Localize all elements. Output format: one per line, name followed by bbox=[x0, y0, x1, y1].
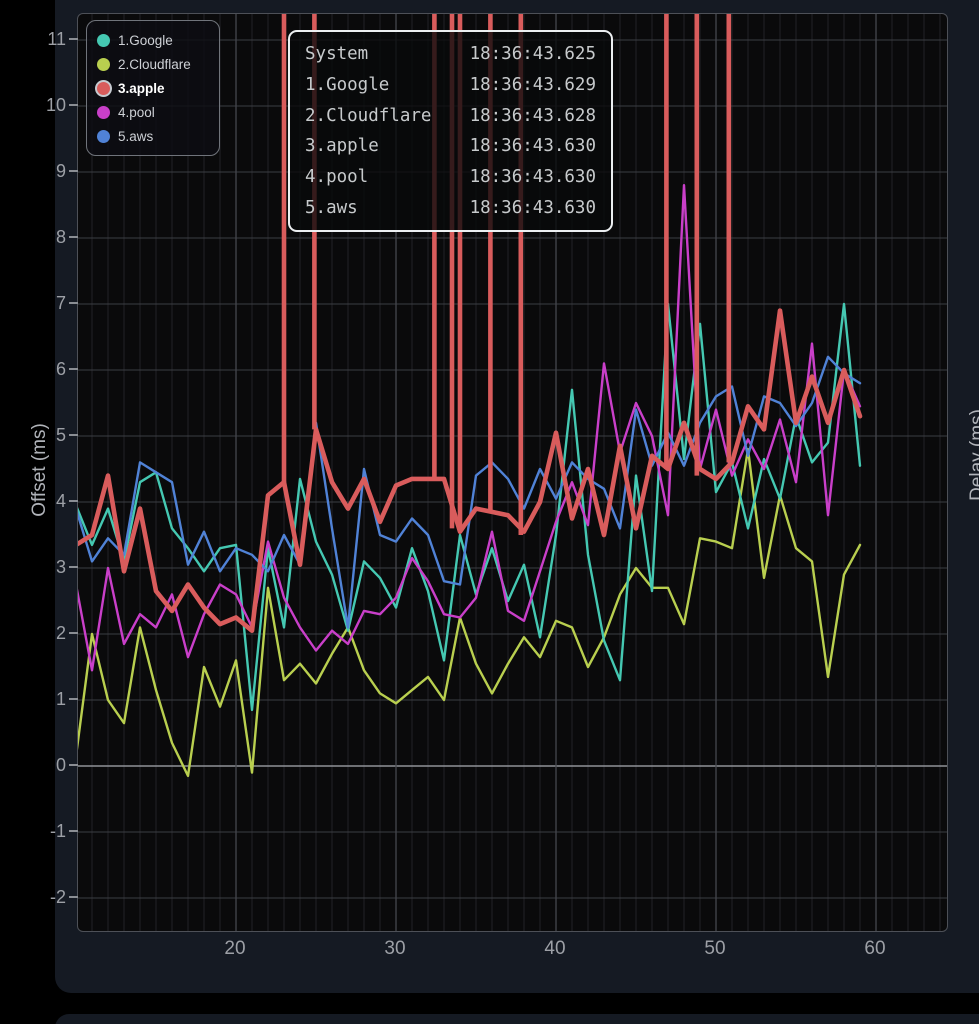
y-tick-mark bbox=[69, 38, 78, 40]
legend-item-pool[interactable]: 4.pool bbox=[97, 100, 209, 124]
legend-swatch-icon bbox=[97, 33, 110, 47]
y-tick-mark bbox=[69, 434, 78, 436]
tooltip-time-value: 18:36:43.628 bbox=[469, 105, 596, 126]
y-tick-mark bbox=[69, 830, 78, 832]
series-line-apple bbox=[78, 308, 863, 634]
x-tick-label: 20 bbox=[224, 938, 246, 959]
y-tick-mark bbox=[69, 500, 78, 502]
legend-item-google[interactable]: 1.Google bbox=[97, 28, 209, 52]
y-tick-label: -2 bbox=[49, 887, 66, 907]
legend-swatch-icon bbox=[97, 57, 110, 71]
y-tick-label: 7 bbox=[55, 293, 66, 313]
y-tick-mark bbox=[69, 170, 78, 172]
x-tick-label: 40 bbox=[544, 938, 566, 959]
legend-item-label: 3.apple bbox=[118, 80, 165, 96]
tooltip-time-value: 18:36:43.630 bbox=[469, 166, 596, 187]
y-tick-label: 8 bbox=[55, 227, 66, 247]
y-tick-mark bbox=[69, 368, 78, 370]
tooltip-row: 4.pool 18:36:43.630 bbox=[305, 167, 596, 187]
y-tick-label: -1 bbox=[49, 821, 66, 841]
next-card-edge bbox=[55, 1014, 979, 1024]
y-tick-mark bbox=[69, 764, 78, 766]
tooltip-row: 3.apple 18:36:43.630 bbox=[305, 136, 596, 156]
tooltip-row: 5.aws 18:36:43.630 bbox=[305, 198, 596, 218]
legend-item-label: 4.pool bbox=[118, 104, 155, 120]
legend-item-apple[interactable]: 3.apple bbox=[97, 76, 209, 100]
y-tick-label: 10 bbox=[45, 95, 66, 115]
tooltip-row: 1.Google 18:36:43.629 bbox=[305, 75, 596, 95]
tooltip-time-value: 18:36:43.629 bbox=[469, 74, 596, 95]
series-line-google bbox=[78, 302, 862, 712]
tooltip-time-value: 18:36:43.630 bbox=[469, 136, 596, 157]
tooltip-time-value: 18:36:43.625 bbox=[469, 44, 596, 65]
tooltip-time-value: 18:36:43.630 bbox=[469, 197, 596, 218]
legend-swatch-icon bbox=[97, 81, 110, 95]
tooltip-source-name: 2.Cloudflare bbox=[305, 105, 432, 126]
y-tick-mark bbox=[69, 896, 78, 898]
y-tick-label: 1 bbox=[55, 689, 66, 709]
legend-item-cloudflare[interactable]: 2.Cloudflare bbox=[97, 52, 209, 76]
y-tick-mark bbox=[69, 698, 78, 700]
legend: 1.Google 2.Cloudflare 3.apple 4.pool 5.aws bbox=[86, 20, 220, 156]
tooltip: System 18:36:43.625 1.Google 18:36:43.629 2.… bbox=[288, 30, 613, 232]
legend-item-aws[interactable]: 5.aws bbox=[97, 124, 209, 148]
x-tick-label: 50 bbox=[704, 938, 726, 959]
y-tick-label: 0 bbox=[55, 755, 66, 775]
series-line-cloudflare bbox=[78, 448, 862, 778]
y-tick-mark bbox=[69, 632, 78, 634]
x-tick-label: 30 bbox=[384, 938, 406, 959]
y-tick-mark bbox=[69, 302, 78, 304]
right-y-axis-title: Delay (ms) bbox=[967, 409, 979, 501]
y-tick-label: 3 bbox=[55, 557, 66, 577]
tooltip-row: System 18:36:43.625 bbox=[305, 44, 596, 64]
y-tick-label: 11 bbox=[47, 29, 66, 49]
legend-swatch-icon bbox=[97, 129, 110, 143]
y-tick-mark bbox=[69, 104, 78, 106]
legend-swatch-icon bbox=[97, 105, 110, 119]
y-tick-label: 2 bbox=[55, 623, 66, 643]
tooltip-source-name: 3.apple bbox=[305, 136, 379, 157]
tooltip-source-name: 1.Google bbox=[305, 74, 390, 95]
series-line-aws bbox=[78, 355, 862, 629]
y-tick-label: 5 bbox=[55, 425, 66, 445]
tooltip-row: 2.Cloudflare 18:36:43.628 bbox=[305, 106, 596, 126]
tooltip-source-name: 5.aws bbox=[305, 197, 358, 218]
tooltip-source-name: 4.pool bbox=[305, 166, 369, 187]
x-tick-label: 60 bbox=[864, 938, 886, 959]
legend-item-label: 1.Google bbox=[118, 32, 173, 48]
tooltip-source-name: System bbox=[305, 44, 369, 65]
y-axis-title: Offset (ms) bbox=[29, 423, 50, 517]
y-tick-mark bbox=[69, 566, 78, 568]
y-tick-label: 6 bbox=[55, 359, 66, 379]
legend-item-label: 2.Cloudflare bbox=[118, 56, 191, 72]
legend-item-label: 5.aws bbox=[118, 128, 154, 144]
y-tick-label: 4 bbox=[55, 491, 66, 511]
y-tick-mark bbox=[69, 236, 78, 238]
y-tick-label: 9 bbox=[55, 161, 66, 181]
